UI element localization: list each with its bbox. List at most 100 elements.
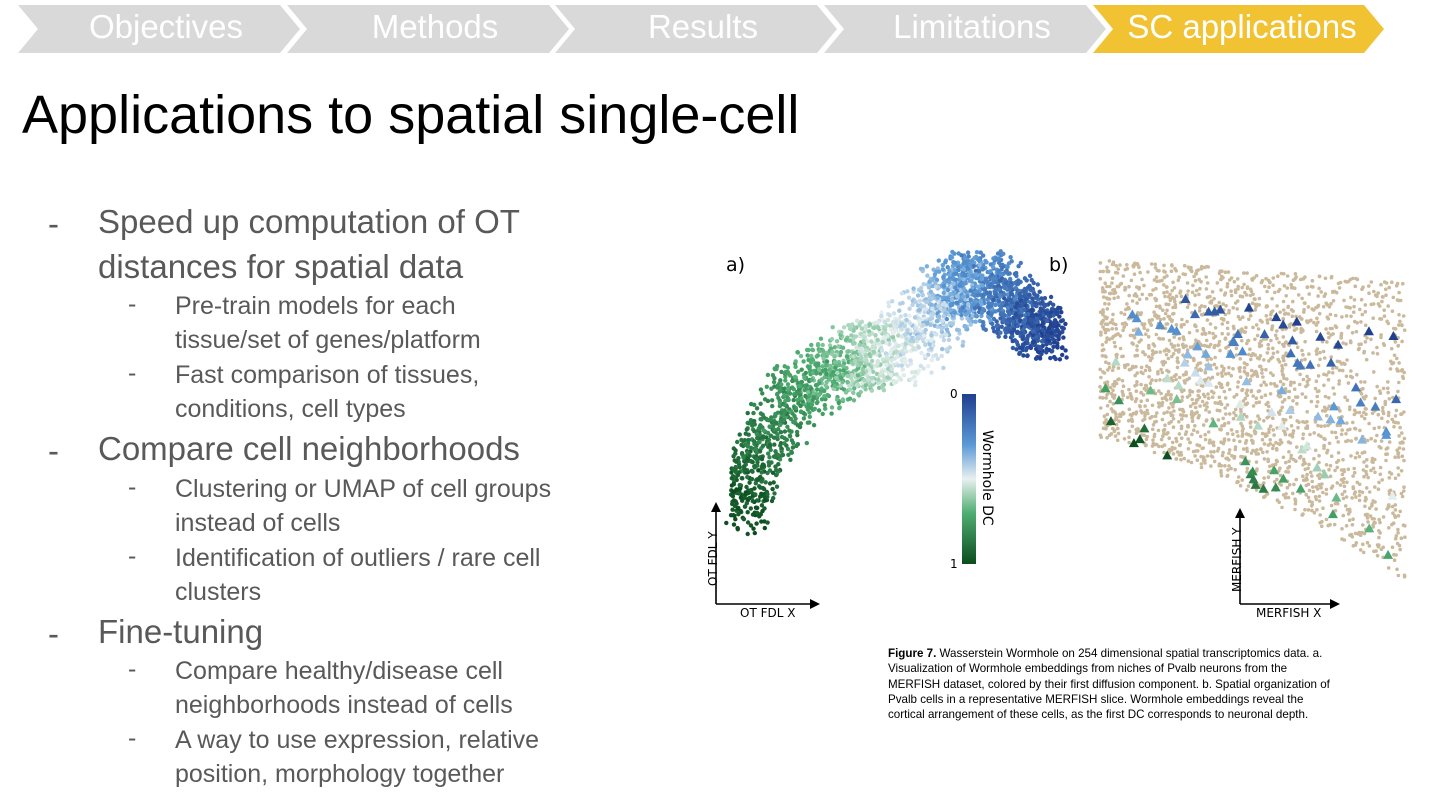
tissue-point xyxy=(1329,486,1334,490)
scatter-point xyxy=(769,398,775,403)
scatter-point xyxy=(984,260,989,265)
tissue-point xyxy=(1329,274,1334,279)
tissue-point xyxy=(1226,371,1231,376)
tissue-point xyxy=(1346,305,1350,310)
tissue-point xyxy=(1339,432,1344,437)
tissue-point xyxy=(1250,278,1255,282)
tab-objectives[interactable]: Objectives xyxy=(88,8,244,45)
tissue-point xyxy=(1112,340,1117,345)
tissue-point xyxy=(1127,429,1132,434)
tissue-point xyxy=(1313,495,1318,499)
tissue-point xyxy=(1162,317,1166,321)
tissue-point xyxy=(1143,404,1147,408)
tissue-point xyxy=(1169,269,1174,273)
tissue-point xyxy=(1109,391,1114,396)
tissue-point xyxy=(1127,307,1131,311)
tissue-point xyxy=(1303,339,1307,344)
scatter-point xyxy=(1054,328,1059,333)
tissue-point xyxy=(1271,346,1275,351)
tissue-point xyxy=(1121,411,1126,416)
scatter-point xyxy=(828,363,833,369)
tissue-point xyxy=(1327,467,1331,472)
tissue-point xyxy=(1197,292,1201,297)
scatter-point xyxy=(943,260,948,265)
pvalb-cell-triangle xyxy=(1113,395,1124,405)
scatter-point xyxy=(863,323,868,329)
tissue-point xyxy=(1364,407,1368,411)
tissue-point xyxy=(1336,281,1341,286)
scatter-point xyxy=(736,491,741,496)
tissue-point xyxy=(1386,380,1390,384)
tab-results[interactable]: Results xyxy=(647,8,759,45)
tissue-point xyxy=(1378,520,1382,525)
scatter-point xyxy=(757,484,762,489)
tissue-point xyxy=(1234,353,1239,357)
scatter-point xyxy=(961,273,966,278)
scatter-point xyxy=(879,310,884,315)
tissue-point xyxy=(1398,547,1402,552)
tissue-point xyxy=(1192,357,1196,361)
tissue-point xyxy=(1304,492,1308,497)
tissue-point xyxy=(1331,299,1336,303)
scatter-point xyxy=(920,292,925,297)
tab-limitations-shape[interactable] xyxy=(824,5,1106,53)
tissue-point xyxy=(1275,498,1280,503)
tissue-point xyxy=(1361,468,1366,472)
scatter-point xyxy=(759,491,764,496)
scatter-point xyxy=(778,443,783,448)
tissue-point xyxy=(1109,407,1114,411)
tissue-point xyxy=(1393,414,1398,418)
tissue-point xyxy=(1282,272,1286,276)
tissue-point xyxy=(1248,314,1253,318)
pvalb-cell-triangle xyxy=(1312,462,1323,472)
scatter-point xyxy=(980,267,985,272)
scatter-point xyxy=(811,395,816,400)
tab-methods[interactable]: Methods xyxy=(371,8,499,45)
scatter-point xyxy=(788,373,793,378)
tissue-point xyxy=(1213,401,1217,405)
tissue-point xyxy=(1192,274,1196,279)
bullet-text: Fine-tuning xyxy=(98,613,264,650)
tab-sc-applications[interactable]: SC applications xyxy=(1127,8,1357,45)
scatter-point xyxy=(1063,321,1068,327)
tissue-point xyxy=(1401,281,1405,286)
tissue-point xyxy=(1375,433,1379,438)
pvalb-cell-triangle xyxy=(1232,328,1243,338)
scatter-point xyxy=(954,300,959,305)
tissue-point xyxy=(1177,443,1182,448)
tab-methods-shape[interactable] xyxy=(287,5,569,53)
tissue-point xyxy=(1130,299,1135,303)
tab-results-shape[interactable] xyxy=(555,5,837,53)
scatter-point xyxy=(830,349,835,354)
scatter-point xyxy=(1054,311,1059,317)
tissue-point xyxy=(1395,367,1399,371)
tab-objectives-shape[interactable] xyxy=(18,5,300,53)
tissue-point xyxy=(1114,327,1119,331)
tissue-point xyxy=(1362,531,1367,536)
tissue-point xyxy=(1241,315,1245,319)
scatter-point xyxy=(897,375,902,380)
scatter-point xyxy=(822,403,827,408)
tissue-point xyxy=(1171,425,1176,429)
tissue-point xyxy=(1111,388,1115,393)
scatter-point xyxy=(852,386,857,391)
sub-bullet-text: Clustering or UMAP of cell groups xyxy=(175,475,552,503)
tissue-point xyxy=(1227,412,1232,416)
tissue-point xyxy=(1254,396,1259,400)
scatter-point xyxy=(1011,315,1016,320)
tissue-point xyxy=(1397,446,1402,450)
tissue-point xyxy=(1332,522,1337,527)
tissue-point xyxy=(1204,377,1208,382)
tab-limitations[interactable]: Limitations xyxy=(893,8,1051,45)
tissue-point xyxy=(1359,297,1364,302)
tissue-point xyxy=(1309,284,1314,289)
tissue-point xyxy=(1306,495,1311,500)
tab-sc-applications-shape[interactable] xyxy=(1093,5,1384,53)
pvalb-cell-triangle xyxy=(1133,326,1144,336)
tissue-point xyxy=(1158,350,1162,354)
tissue-point xyxy=(1190,290,1195,295)
tissue-point xyxy=(1116,295,1120,299)
tissue-point xyxy=(1244,432,1249,436)
scatter-point xyxy=(766,460,771,465)
tissue-point xyxy=(1262,442,1267,446)
